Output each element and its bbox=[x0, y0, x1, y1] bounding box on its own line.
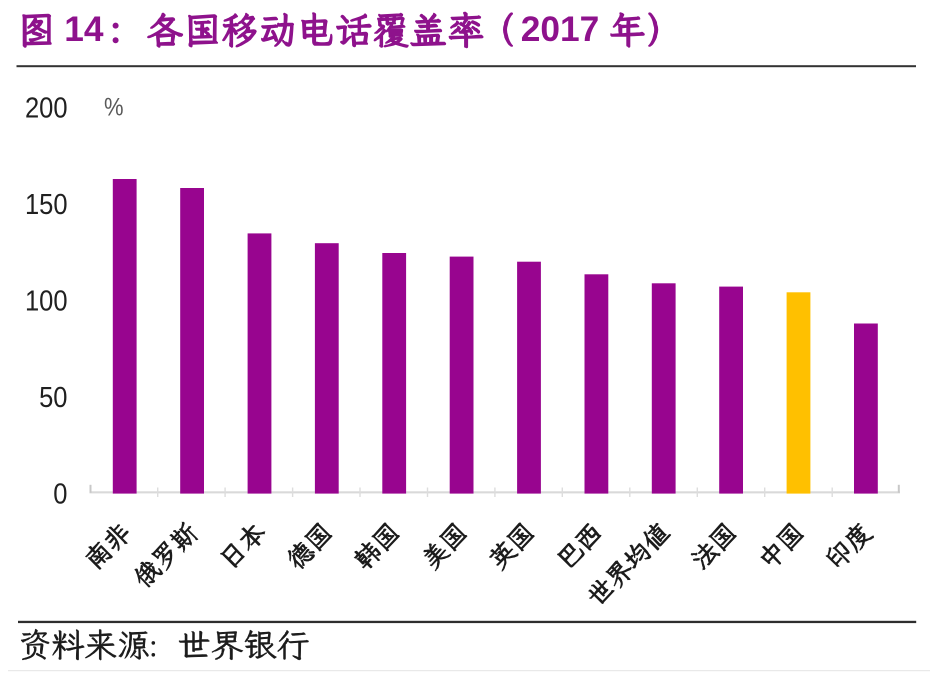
svg-text:100: 100 bbox=[25, 284, 68, 317]
svg-text:50: 50 bbox=[39, 381, 67, 414]
svg-text:14: 14 bbox=[64, 10, 104, 49]
svg-text:2017: 2017 bbox=[521, 10, 600, 49]
svg-text:200: 200 bbox=[25, 91, 68, 124]
svg-text:%: % bbox=[104, 93, 124, 121]
svg-text:0: 0 bbox=[53, 477, 67, 510]
svg-text:150: 150 bbox=[25, 188, 68, 221]
